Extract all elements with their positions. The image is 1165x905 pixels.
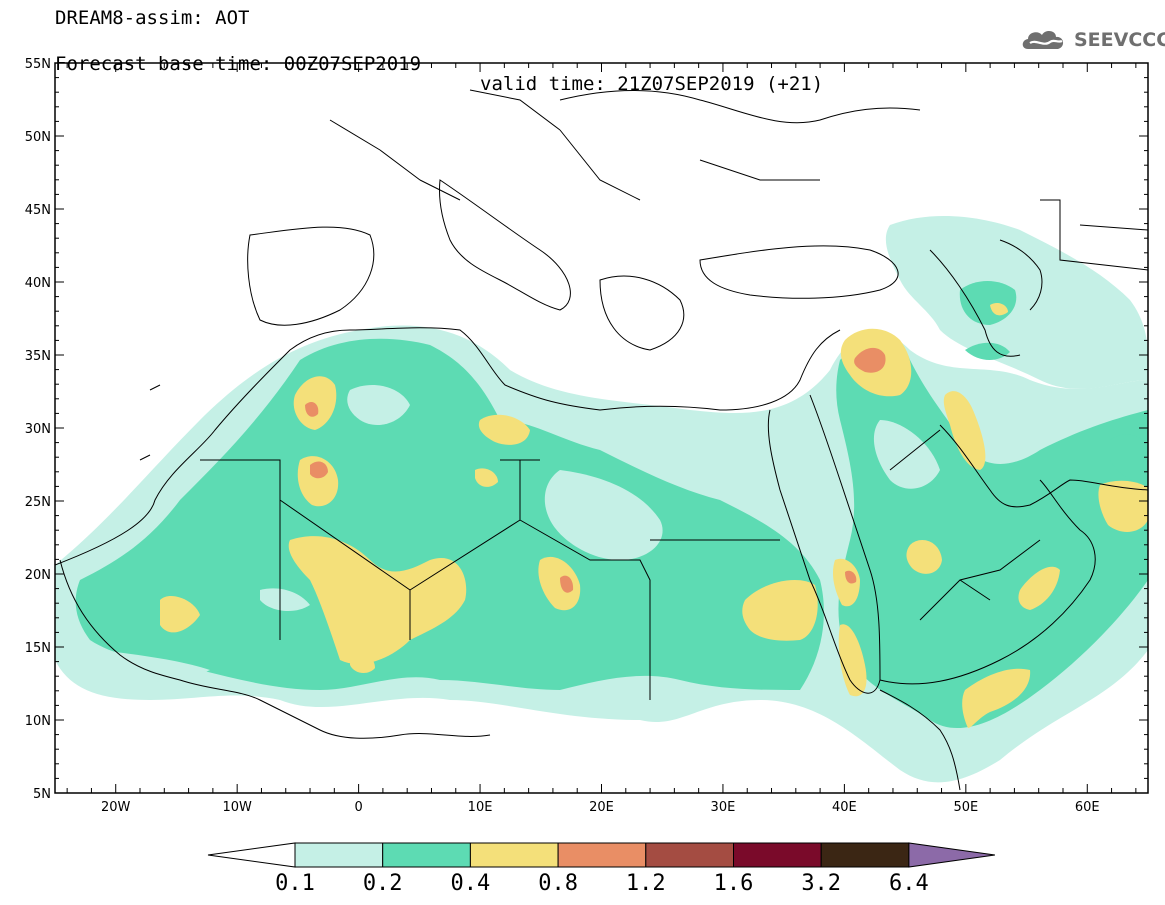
colorbar-label: 0.1: [275, 871, 315, 896]
colorbar-segment: [820, 842, 910, 868]
forecast-base-time: Forecast base time: 00Z07SEP2019: [55, 53, 422, 75]
y-tick-label: 5N: [33, 787, 51, 802]
x-tick-label: 20E: [589, 800, 614, 815]
y-tick-label: 55N: [25, 57, 51, 72]
x-tick-label: 50E: [953, 800, 978, 815]
x-axis: 20W 10W 0 10E 20E 30E 40E 50E 60E: [66, 63, 1137, 815]
colorbar-segment: [294, 842, 384, 868]
colorbar-segment: [645, 842, 734, 868]
x-tick-label: 40E: [832, 800, 857, 815]
y-tick-label: 15N: [25, 641, 51, 656]
y-tick-label: 30N: [25, 422, 51, 437]
colorbar-label: 0.2: [363, 871, 403, 896]
colorbar-label: 0.4: [451, 871, 491, 896]
x-tick-label: 20W: [101, 800, 131, 815]
y-tick-label: 35N: [25, 349, 51, 364]
aot-level-0-4: [160, 302, 1148, 728]
y-tick-label: 25N: [25, 495, 51, 510]
y-tick-label: 40N: [25, 276, 51, 291]
colorbar-segment: [733, 842, 822, 868]
x-tick-label: 0: [354, 800, 362, 815]
y-tick-label: 20N: [25, 568, 51, 583]
y-tick-label: 45N: [25, 203, 51, 218]
logo-text: SEEVCCC: [1074, 29, 1165, 51]
colorbar-label: 1.6: [714, 871, 754, 896]
aot-field: [55, 215, 1148, 783]
x-tick-label: 10W: [222, 800, 252, 815]
colorbar-label: 0.8: [538, 871, 578, 896]
coastlines: [55, 89, 1148, 791]
x-tick-label: 30E: [711, 800, 736, 815]
x-tick-label: 10E: [468, 800, 493, 815]
colorbar: 0.1 0.2 0.4 0.8 1.2 1.6 3.2 6.4: [207, 842, 995, 896]
colorbar-label: 3.2: [801, 871, 841, 896]
y-tick-label: 50N: [25, 130, 51, 145]
x-tick-label: 60E: [1075, 800, 1100, 815]
colorbar-upper-arrow: [908, 842, 995, 868]
valid-time: valid time: 21Z07SEP2019 (+21): [480, 73, 824, 95]
time-line: Forecast base time: 00Z07SEP2019 valid t…: [0, 34, 1165, 94]
colorbar-label: 6.4: [889, 871, 929, 896]
y-tick-label: 10N: [25, 714, 51, 729]
colorbar-segment: [469, 842, 559, 868]
colorbar-segment: [382, 842, 471, 868]
map-title: DREAM8-assim: AOT: [55, 7, 250, 29]
colorbar-lower-arrow: [207, 842, 296, 868]
colorbar-label: 1.2: [626, 871, 666, 896]
cloud-icon: [1022, 31, 1064, 49]
y-axis: 55N 50N 45N 40N 35N 30N 25N 20N 15N 10N 5N: [25, 57, 1148, 802]
aot-level-0-8: [305, 347, 886, 593]
colorbar-segment: [557, 842, 647, 868]
seevccc-logo: SEEVCCC: [1018, 25, 1165, 55]
